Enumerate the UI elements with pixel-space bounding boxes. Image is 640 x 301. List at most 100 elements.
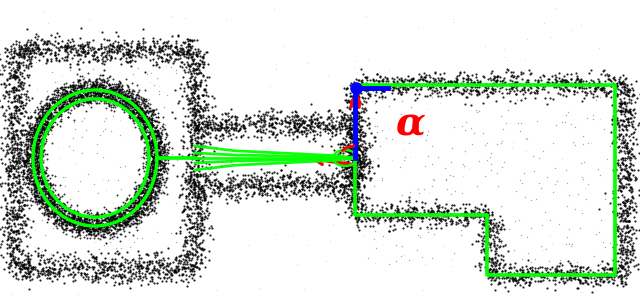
Point — [559, 80, 570, 85]
Point — [509, 275, 520, 280]
Point — [502, 58, 513, 63]
Point — [467, 73, 477, 78]
Point — [141, 262, 152, 267]
Point — [155, 162, 165, 167]
Point — [612, 225, 622, 230]
Point — [225, 132, 235, 137]
Point — [472, 81, 482, 85]
Point — [191, 53, 202, 58]
Point — [57, 106, 67, 110]
Point — [86, 88, 96, 93]
Point — [205, 172, 215, 176]
Point — [116, 216, 126, 221]
Point — [425, 209, 435, 214]
Point — [6, 62, 16, 67]
Point — [629, 167, 639, 172]
Point — [171, 279, 181, 284]
Point — [129, 258, 140, 263]
Point — [624, 206, 634, 210]
Point — [74, 52, 84, 57]
Point — [92, 100, 102, 105]
Point — [157, 262, 168, 266]
Point — [30, 157, 40, 161]
Point — [214, 124, 225, 129]
Point — [492, 242, 502, 247]
Point — [178, 146, 188, 151]
Point — [427, 256, 437, 260]
Point — [191, 123, 202, 128]
Point — [80, 87, 90, 92]
Point — [28, 160, 38, 165]
Point — [546, 35, 556, 40]
Point — [491, 250, 501, 255]
Point — [109, 216, 120, 221]
Point — [477, 237, 487, 242]
Point — [28, 149, 38, 154]
Point — [179, 266, 189, 271]
Point — [435, 78, 445, 83]
Point — [458, 174, 468, 178]
Point — [145, 194, 156, 199]
Point — [616, 281, 626, 285]
Point — [44, 113, 54, 118]
Point — [115, 214, 125, 219]
Point — [4, 220, 14, 225]
Point — [623, 271, 633, 276]
Point — [131, 221, 141, 225]
Point — [557, 263, 567, 268]
Point — [342, 174, 352, 178]
Point — [31, 138, 42, 142]
Point — [133, 213, 143, 218]
Point — [503, 107, 513, 112]
Point — [42, 273, 52, 278]
Point — [195, 141, 205, 145]
Point — [191, 157, 201, 162]
Point — [151, 62, 161, 67]
Point — [202, 206, 212, 210]
Point — [37, 181, 47, 186]
Point — [35, 278, 45, 283]
Point — [83, 222, 93, 227]
Point — [621, 162, 632, 167]
Point — [355, 137, 365, 142]
Point — [141, 190, 151, 195]
Point — [575, 267, 585, 272]
Point — [262, 146, 273, 151]
Point — [149, 82, 159, 87]
Point — [38, 126, 48, 131]
Point — [64, 95, 74, 100]
Point — [113, 207, 123, 212]
Point — [301, 180, 311, 185]
Point — [132, 101, 142, 106]
Point — [90, 240, 100, 245]
Point — [14, 51, 24, 56]
Point — [362, 75, 372, 80]
Point — [627, 244, 637, 249]
Point — [591, 94, 602, 99]
Point — [615, 101, 625, 105]
Point — [13, 115, 23, 120]
Point — [116, 215, 127, 219]
Point — [58, 99, 68, 104]
Point — [344, 148, 354, 153]
Point — [207, 119, 218, 124]
Point — [486, 91, 497, 95]
Point — [523, 258, 533, 262]
Point — [629, 114, 639, 119]
Point — [14, 43, 24, 48]
Point — [305, 181, 315, 185]
Point — [70, 101, 81, 105]
Point — [34, 46, 44, 51]
Point — [213, 184, 223, 189]
Point — [256, 167, 266, 172]
Point — [24, 152, 34, 157]
Point — [222, 184, 232, 189]
Point — [47, 200, 57, 204]
Point — [33, 144, 43, 149]
Point — [380, 209, 390, 214]
Point — [130, 221, 140, 226]
Point — [118, 206, 129, 211]
Point — [108, 218, 118, 223]
Point — [343, 182, 353, 187]
Point — [323, 183, 333, 188]
